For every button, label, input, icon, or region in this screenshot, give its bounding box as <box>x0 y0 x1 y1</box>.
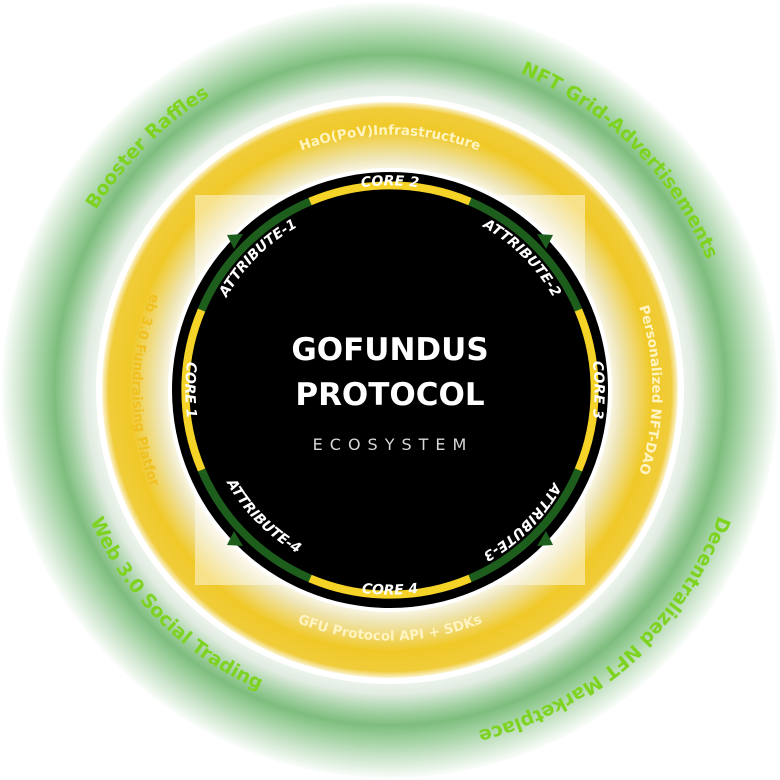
center-disk <box>172 172 608 608</box>
arrow-head-icon <box>227 234 243 249</box>
attribute-2-segment <box>468 197 583 312</box>
core-3-segment <box>574 308 599 472</box>
core-1-segment <box>181 308 206 472</box>
arrow-head-icon <box>537 234 553 249</box>
core-4-segment <box>308 574 472 599</box>
core-4-label: CORE 4 <box>361 581 419 599</box>
core-2-segment <box>308 181 472 206</box>
core-3-label: CORE 3 <box>589 360 607 420</box>
core-attribute-track <box>181 181 599 599</box>
arrow-head-icon <box>537 531 553 546</box>
center-title-line1: GOFUNDUS <box>291 332 488 368</box>
attribute-4-segment <box>197 468 312 583</box>
attribute-1-segment <box>197 197 312 312</box>
core-1-label: CORE 1 <box>181 361 199 419</box>
center-title-line2: PROTOCOL <box>295 377 484 413</box>
core-2-label: CORE 2 <box>360 173 420 191</box>
attribute-3-segment <box>468 468 583 583</box>
center-subtitle: ECOSYSTEM <box>313 435 474 454</box>
arrow-head-icon <box>227 531 243 546</box>
